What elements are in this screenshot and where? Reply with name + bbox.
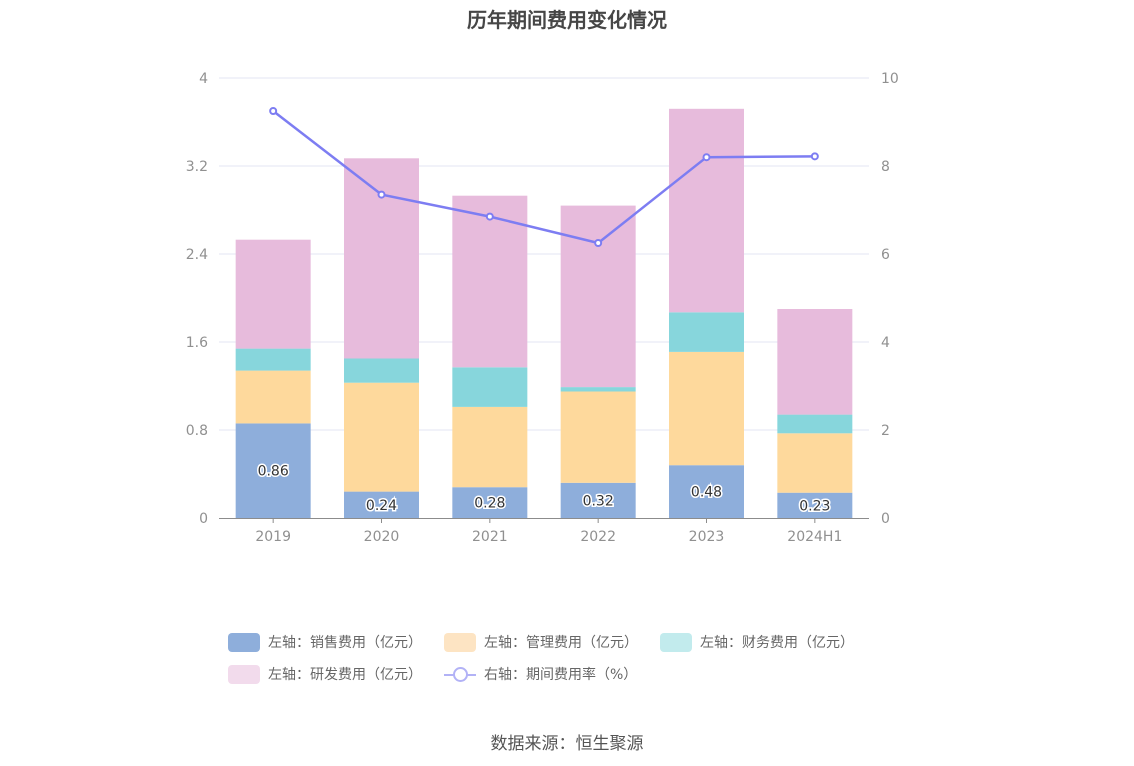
right-axis-tick-label: 2 (881, 423, 890, 439)
grid-lines (219, 77, 869, 431)
chart-area: 0 0.8 1.6 2.4 3.2 4 0 2 4 6 8 10 2019 2020 2021 2022 202… (186, 71, 899, 545)
rate-point (810, 152, 819, 161)
right-axis-tick-label: 6 (881, 247, 890, 263)
x-axis-tick-label: 2021 (472, 529, 508, 545)
rate-line (272, 110, 815, 245)
source-note: 数据来源：恒生聚源 (490, 734, 644, 754)
bar-segment (669, 465, 744, 518)
bar-segment (452, 195, 528, 368)
bar-segment (452, 487, 528, 518)
bar-segment (669, 312, 744, 352)
legend-label-rate: 右轴：期间费用率（%） (484, 667, 638, 683)
legend-item-rd[interactable]: 左轴：研发费用（亿元） (228, 664, 422, 684)
bar-segment (560, 391, 636, 483)
x-axis-tick-label: 2020 (364, 529, 400, 545)
legend-item-admin[interactable]: 左轴：管理费用（亿元） (444, 632, 638, 652)
x-axis-tick-label: 2024H1 (787, 529, 842, 545)
data-labels: 0.86 0.24 0.28 0.32 0.48 0.23 (256, 462, 832, 516)
bar-series (235, 108, 853, 518)
rate-point (485, 212, 494, 221)
bar-segment (235, 239, 311, 349)
bar-segment (669, 351, 744, 466)
left-axis-tick-label: 3.2 (186, 159, 208, 175)
bar-data-label: 0.48 (691, 485, 722, 501)
bar-segment (560, 482, 636, 518)
line-series (269, 107, 819, 247)
legend-swatch-admin (444, 632, 476, 652)
bar-segment (452, 406, 528, 488)
legend-item-rate[interactable]: 右轴：期间费用率（%） (444, 664, 637, 684)
bar-segment (777, 309, 853, 415)
legend-swatch-sales (228, 632, 260, 652)
bar-segment (344, 158, 419, 359)
right-axis-tick-label: 4 (881, 335, 890, 351)
legend-label-finance: 左轴：财务费用（亿元） (700, 635, 854, 651)
legend-item-sales[interactable]: 左轴：销售费用（亿元） (228, 632, 422, 652)
legend-swatch-rate (444, 665, 476, 684)
bar-segment (344, 491, 419, 518)
legend-label-sales: 左轴：销售费用（亿元） (268, 635, 422, 651)
legend-row: 左轴：研发费用（亿元） 右轴：期间费用率（%） (228, 664, 928, 684)
bar-data-label: 0.28 (474, 496, 505, 512)
bar-segment (669, 108, 744, 313)
legend-item-finance[interactable]: 左轴：财务费用（亿元） (660, 632, 854, 652)
legend-row: 左轴：销售费用（亿元） 左轴：管理费用（亿元） 左轴：财务费用（亿元） (228, 632, 928, 652)
bar-segment (235, 370, 311, 424)
legend-swatch-finance (660, 632, 692, 652)
bar-segment (235, 423, 311, 518)
right-axis-tick-label: 10 (881, 71, 899, 87)
rate-point (377, 190, 386, 199)
left-axis-tick-label: 1.6 (186, 335, 208, 351)
bar-segment (777, 492, 853, 518)
bar-segment (777, 414, 853, 434)
bar-data-label: 0.24 (366, 498, 397, 514)
rate-point (702, 153, 711, 162)
rate-point (594, 239, 603, 247)
bar-segment (452, 367, 528, 407)
legend-label-admin: 左轴：管理费用（亿元） (484, 635, 638, 651)
bar-segment (344, 358, 419, 383)
x-axis-tick-label: 2023 (689, 529, 725, 545)
x-axis-tick-label: 2019 (255, 529, 291, 545)
axes: 0 0.8 1.6 2.4 3.2 4 0 2 4 6 8 10 2019 2020 2021 2022 202… (186, 71, 899, 545)
chart-title: 历年期间费用变化情况 (467, 8, 667, 32)
rate-point (269, 107, 278, 115)
bar-data-label: 0.86 (258, 464, 289, 480)
bar-segment (777, 433, 853, 493)
right-axis-tick-label: 0 (881, 511, 890, 527)
legend-label-rd: 左轴：研发费用（亿元） (268, 667, 422, 683)
bar-segment (344, 382, 419, 492)
left-axis-tick-label: 0.8 (186, 423, 208, 439)
left-axis-tick-label: 0 (199, 511, 208, 527)
bar-data-label: 0.32 (583, 493, 614, 509)
bar-segment (560, 205, 636, 388)
left-axis-tick-label: 4 (199, 71, 208, 87)
bar-segment (560, 387, 636, 392)
legend: 左轴：销售费用（亿元） 左轴：管理费用（亿元） 左轴：财务费用（亿元） 左轴：研… (228, 632, 928, 696)
bar-segment (235, 348, 311, 371)
bar-data-label: 0.23 (799, 498, 830, 514)
legend-swatch-rd (228, 664, 260, 684)
x-axis-tick-label: 2022 (580, 529, 616, 545)
right-axis-tick-label: 8 (881, 159, 890, 175)
left-axis-tick-label: 2.4 (186, 247, 208, 263)
